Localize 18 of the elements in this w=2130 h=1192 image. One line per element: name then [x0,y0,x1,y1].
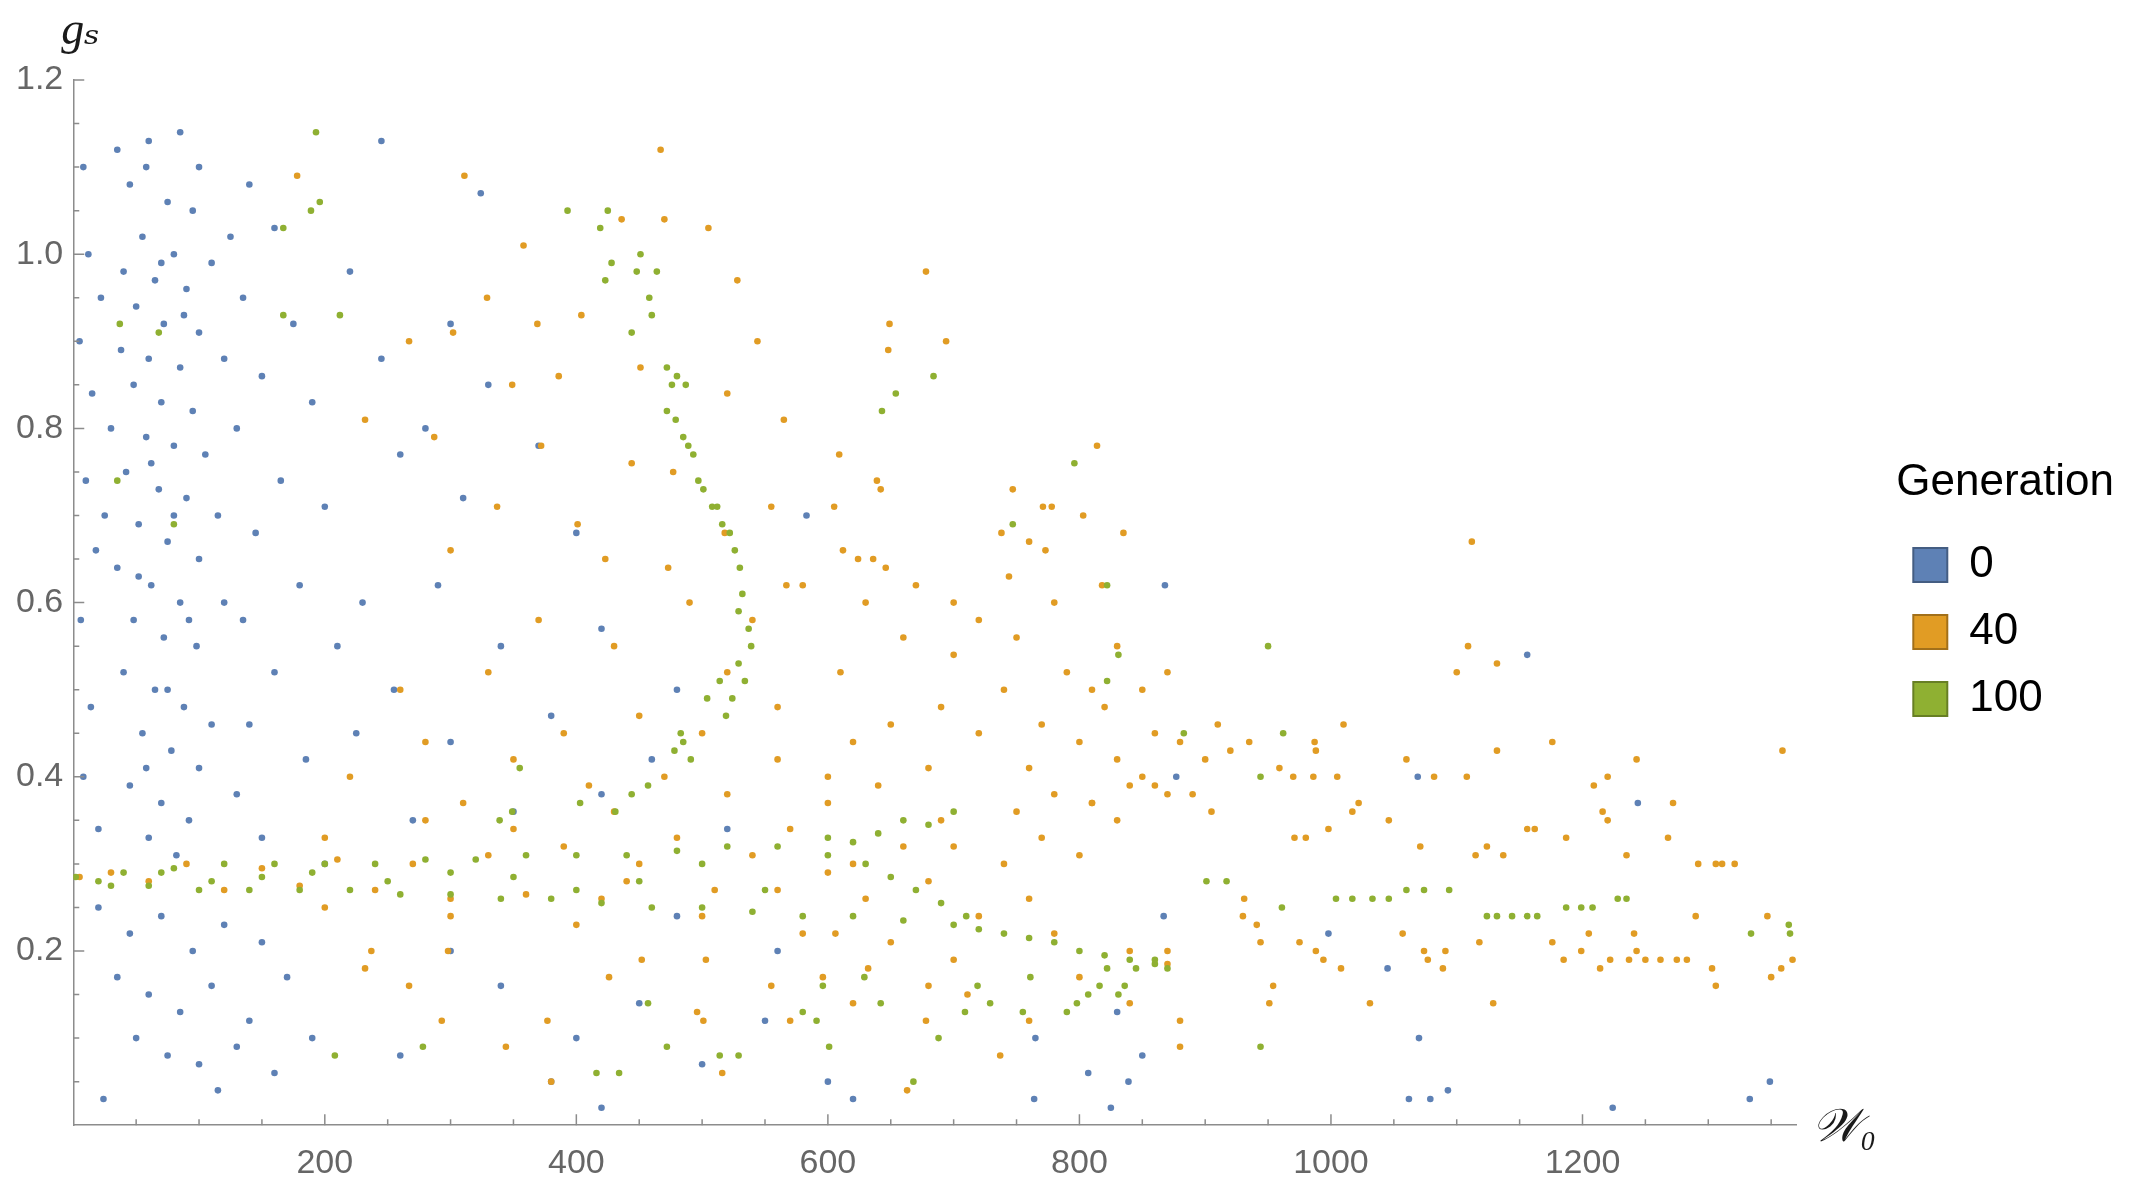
x-tick-label: 200 [296,1141,354,1180]
x-tick-label: 400 [547,1141,605,1180]
x-tick-label: 800 [1051,1141,1108,1180]
legend-title: Generation [1896,455,2114,505]
x-axis-title: 𝒲₀ [1812,1100,1877,1152]
y-tick-label: 0.6 [16,580,64,619]
x-tick-label: 1200 [1544,1141,1621,1180]
y-axis-title: gₛ [61,3,100,54]
y-tick-label: 0.4 [16,755,64,794]
x-tick-label: 600 [799,1141,857,1180]
y-tick-label: 1.2 [16,58,64,97]
legend-label: 100 [1969,671,2043,721]
y-tick-label: 1.0 [16,232,64,271]
legend-label: 40 [1969,604,2019,654]
legend-label: 0 [1969,537,1994,587]
y-tick-label: 0.8 [16,406,64,445]
y-tick-label: 0.2 [16,929,64,968]
x-tick-label: 1000 [1293,1141,1369,1180]
